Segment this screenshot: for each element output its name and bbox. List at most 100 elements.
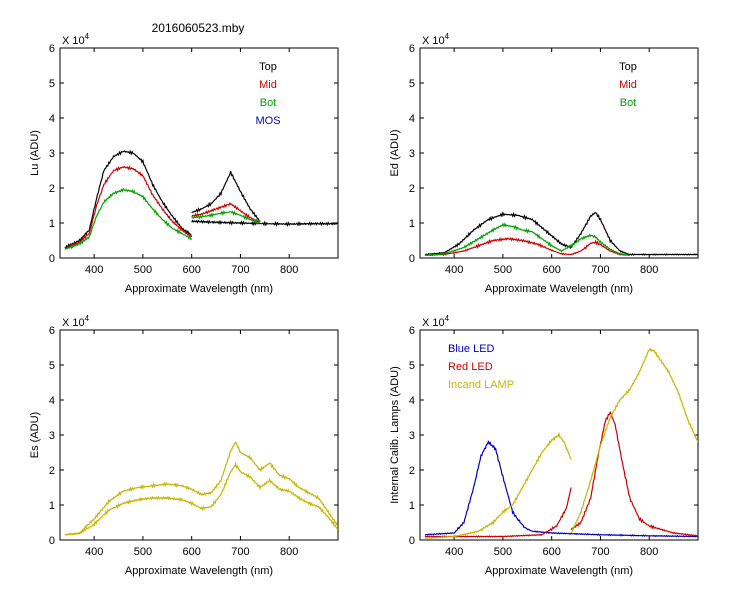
x-tick-label: 400 bbox=[85, 546, 103, 558]
x-tick-label: 800 bbox=[280, 264, 298, 276]
x-tick-label: 700 bbox=[591, 264, 609, 276]
plot-frame bbox=[419, 47, 699, 259]
legend-item: Top bbox=[619, 61, 637, 73]
y-tick-label: 6 bbox=[49, 43, 55, 55]
multiplier-base: X 10 bbox=[62, 35, 85, 47]
y-tick-label: 2 bbox=[49, 183, 55, 195]
y-tick-label: 4 bbox=[409, 113, 415, 125]
legend: Blue LED Red LED Incand LAMP bbox=[448, 343, 514, 391]
y-tick-label: 0 bbox=[49, 535, 55, 547]
series-line-red-led bbox=[424, 487, 572, 538]
x-tick-label: 500 bbox=[134, 264, 152, 276]
y-tick-label: 2 bbox=[49, 465, 55, 477]
x-tick-label: 800 bbox=[640, 546, 658, 558]
legend-item: Mid bbox=[619, 79, 637, 91]
legend-item: Mid bbox=[259, 79, 277, 91]
x-tick-label: 800 bbox=[280, 546, 298, 558]
legend-item: Top bbox=[259, 61, 277, 73]
y-tick-label: 5 bbox=[409, 78, 415, 90]
legend: Top Mid Bot MOS bbox=[255, 61, 280, 127]
series-line-top bbox=[191, 219, 338, 228]
axis-multiplier: X 104 bbox=[62, 314, 90, 329]
series-line-es-lower bbox=[64, 461, 338, 536]
y-tick-label: 6 bbox=[409, 43, 415, 55]
y-tick-label: 1 bbox=[409, 500, 415, 512]
x-tick-label: 400 bbox=[445, 264, 463, 276]
plot-frame bbox=[59, 47, 339, 259]
x-tick-label: 800 bbox=[640, 264, 658, 276]
x-tick-label: 700 bbox=[591, 546, 609, 558]
multiplier-exponent: 4 bbox=[85, 32, 90, 41]
y-tick-label: 5 bbox=[409, 360, 415, 372]
x-axis-label: Approximate Wavelength (nm) bbox=[485, 565, 633, 577]
legend-item: Bot bbox=[260, 97, 277, 109]
y-tick-label: 0 bbox=[49, 253, 55, 265]
series-line-blue-led bbox=[424, 440, 698, 538]
y-tick-label: 3 bbox=[49, 430, 55, 442]
series-line-top bbox=[424, 211, 698, 256]
series-line-top bbox=[64, 149, 192, 249]
y-tick-label: 5 bbox=[49, 360, 55, 372]
y-tick-label: 6 bbox=[49, 325, 55, 337]
y-tick-label: 0 bbox=[409, 253, 415, 265]
y-tick-label: 3 bbox=[409, 148, 415, 160]
y-axis-label: Lu (ADU) bbox=[29, 130, 41, 176]
axis-multiplier: X 104 bbox=[422, 314, 450, 329]
series-line-incand-lamp bbox=[424, 431, 572, 540]
x-axis-label: Approximate Wavelength (nm) bbox=[125, 565, 273, 577]
legend-item: Blue LED bbox=[448, 343, 495, 355]
y-tick-label: 5 bbox=[49, 78, 55, 90]
series-line-incand-lamp bbox=[570, 347, 698, 533]
x-tick-label: 600 bbox=[183, 546, 201, 558]
x-axis-label: Approximate Wavelength (nm) bbox=[125, 283, 273, 295]
series-group bbox=[64, 149, 338, 250]
series-line-es-upper bbox=[64, 441, 338, 536]
y-tick-label: 0 bbox=[409, 535, 415, 547]
axis-multiplier: X 104 bbox=[62, 32, 90, 47]
axis-multiplier: X 104 bbox=[422, 32, 450, 47]
series-group bbox=[424, 211, 698, 257]
x-tick-label: 700 bbox=[231, 264, 249, 276]
y-tick-label: 2 bbox=[409, 183, 415, 195]
y-tick-label: 2 bbox=[409, 465, 415, 477]
multiplier-base: X 10 bbox=[62, 317, 85, 329]
y-tick-label: 4 bbox=[409, 395, 415, 407]
series-line-top bbox=[191, 171, 261, 222]
y-tick-label: 4 bbox=[49, 113, 55, 125]
y-axis-label: Ed (ADU) bbox=[389, 129, 401, 176]
multiplier-base: X 10 bbox=[422, 317, 445, 329]
legend: Top Mid Bot bbox=[619, 61, 637, 109]
y-tick-label: 4 bbox=[49, 395, 55, 407]
x-tick-label: 400 bbox=[85, 264, 103, 276]
y-axis-label: Internal Calib. Lamps (ADU) bbox=[389, 366, 401, 504]
legend-item: MOS bbox=[255, 115, 280, 127]
y-tick-label: 1 bbox=[49, 218, 55, 230]
multiplier-base: X 10 bbox=[422, 35, 445, 47]
series-line-red-led bbox=[570, 410, 698, 537]
series-line-bot bbox=[64, 187, 192, 250]
figure-title: 2016060523.mby bbox=[152, 21, 245, 35]
y-tick-label: 3 bbox=[49, 148, 55, 160]
y-tick-label: 1 bbox=[409, 218, 415, 230]
x-tick-label: 500 bbox=[134, 546, 152, 558]
legend-item: Bot bbox=[620, 97, 637, 109]
x-axis-label: Approximate Wavelength (nm) bbox=[485, 283, 633, 295]
y-axis-label: Es (ADU) bbox=[29, 412, 41, 458]
x-tick-label: 700 bbox=[231, 546, 249, 558]
legend-item: Red LED bbox=[448, 361, 493, 373]
series-group bbox=[64, 441, 338, 536]
x-tick-label: 600 bbox=[543, 264, 561, 276]
multiplier-exponent: 4 bbox=[85, 314, 90, 323]
x-tick-label: 500 bbox=[494, 264, 512, 276]
series-line-mid bbox=[191, 202, 261, 225]
y-tick-label: 1 bbox=[49, 500, 55, 512]
y-tick-label: 6 bbox=[409, 325, 415, 337]
multiplier-exponent: 4 bbox=[445, 32, 450, 41]
series-line-bot bbox=[191, 210, 261, 225]
x-tick-label: 400 bbox=[445, 546, 463, 558]
